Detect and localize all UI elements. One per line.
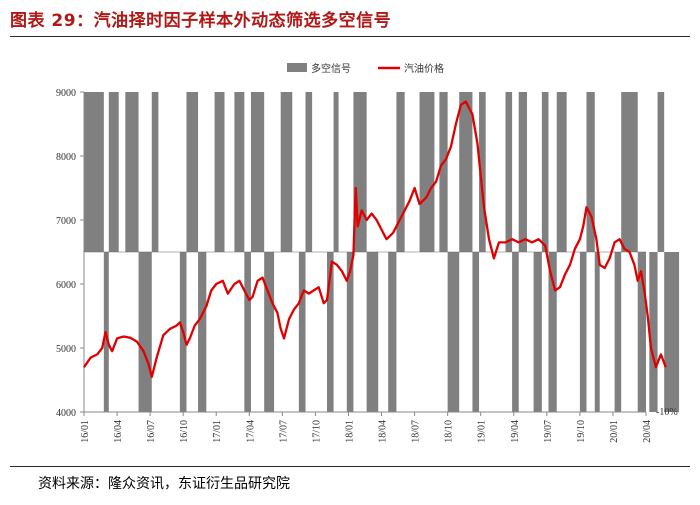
x-tick-label: 17/01 <box>212 420 223 443</box>
signal-bar-long <box>556 92 567 252</box>
signal-bar-short <box>298 252 306 412</box>
signal-bar-long <box>419 92 435 252</box>
signal-bar-long <box>505 92 513 252</box>
signal-bar-long <box>186 92 199 252</box>
x-tick-label: 16/07 <box>146 420 157 443</box>
signal-bars <box>84 92 680 412</box>
right-axis-label: -10% <box>656 407 678 418</box>
legend: 多空信号 汽油价格 <box>287 62 444 75</box>
x-tick-label: 18/10 <box>444 420 455 443</box>
signal-bar-short <box>388 252 397 412</box>
title-divider <box>10 36 690 37</box>
signal-bar-short <box>649 252 658 412</box>
signal-bar-short <box>614 252 622 412</box>
signal-bar-short <box>579 252 587 412</box>
signal-bar-long <box>459 92 473 252</box>
signal-bar-short <box>326 252 334 412</box>
x-tick-label: 20/04 <box>642 420 653 443</box>
signal-bar-long <box>621 92 638 252</box>
price-line <box>83 100 667 378</box>
x-tick-label: 17/07 <box>278 420 289 443</box>
signal-bar-long <box>333 92 339 252</box>
signal-bar-short <box>664 252 680 412</box>
signal-bar-short <box>548 252 557 412</box>
figure-title: 图表 29：汽油择时因子样本外动态筛选多空信号 <box>10 11 392 31</box>
signal-bar-long <box>586 92 595 252</box>
signal-bar-long <box>151 92 159 252</box>
signal-bar-long <box>657 92 665 252</box>
source-note: 资料来源：隆众资讯，东证衍生品研究院 <box>38 476 290 492</box>
x-tick-label: 16/01 <box>80 420 91 443</box>
signal-bar-long <box>479 92 486 252</box>
x-tick-label: 19/04 <box>510 420 521 443</box>
signal-bar-long <box>280 92 293 252</box>
legend-swatch-signal <box>287 63 307 72</box>
y-tick-label: 8000 <box>56 152 76 163</box>
x-tick-label: 19/01 <box>477 420 488 443</box>
signal-bar-long <box>125 92 139 252</box>
signal-bar-short <box>198 252 207 412</box>
signal-bar-long <box>439 92 448 252</box>
x-tick-label: 17/10 <box>311 420 322 443</box>
price-signal-chart: 4000 5000 6000 7000 8000 9000 -10% 16/01 16/04 16… <box>56 62 680 443</box>
price-line-layer <box>83 100 667 378</box>
signal-bar-short <box>244 252 251 412</box>
signal-bar-short <box>637 252 646 412</box>
signal-bar-long <box>250 92 265 252</box>
y-tick-label: 7000 <box>56 216 76 227</box>
axes: 4000 5000 6000 7000 8000 9000 -10% 16/01 16/04 16… <box>56 88 678 443</box>
x-tick-label: 19/07 <box>543 420 554 443</box>
signal-bar-short <box>366 252 379 412</box>
x-tick-label: 17/04 <box>245 420 256 443</box>
x-tick-label: 18/04 <box>378 420 389 443</box>
x-tick-label: 19/10 <box>576 420 587 443</box>
signal-bar-long <box>234 92 245 252</box>
x-tick-label: 16/04 <box>113 420 124 443</box>
signal-bar-short <box>594 252 600 412</box>
signal-bar-long <box>541 92 549 252</box>
signal-bar-long <box>305 92 313 252</box>
signal-bar-long <box>396 92 405 252</box>
x-tick-label: 20/01 <box>609 420 620 443</box>
source-divider <box>10 466 690 467</box>
signal-bar-short <box>264 252 275 412</box>
legend-label-price: 汽油价格 <box>404 62 444 75</box>
signal-bar-short <box>138 252 152 412</box>
signal-bar-long <box>518 92 527 252</box>
y-tick-label: 4000 <box>56 408 76 419</box>
signal-bar-long <box>214 92 225 252</box>
x-tick-label: 16/10 <box>179 420 190 443</box>
signal-bar-long <box>108 92 119 252</box>
y-tick-label: 6000 <box>56 280 76 291</box>
signal-bar-short <box>472 252 480 412</box>
legend-label-signal: 多空信号 <box>311 62 351 75</box>
y-tick-label: 5000 <box>56 344 76 355</box>
x-tick-label: 18/01 <box>344 420 355 443</box>
signal-bar-long <box>84 92 104 252</box>
x-tick-label: 18/07 <box>411 420 422 443</box>
signal-bar-short <box>533 252 542 412</box>
signal-bar-short <box>346 252 354 412</box>
signal-bar-short <box>512 252 519 412</box>
y-tick-label: 9000 <box>56 88 76 99</box>
signal-bar-short <box>447 252 460 412</box>
